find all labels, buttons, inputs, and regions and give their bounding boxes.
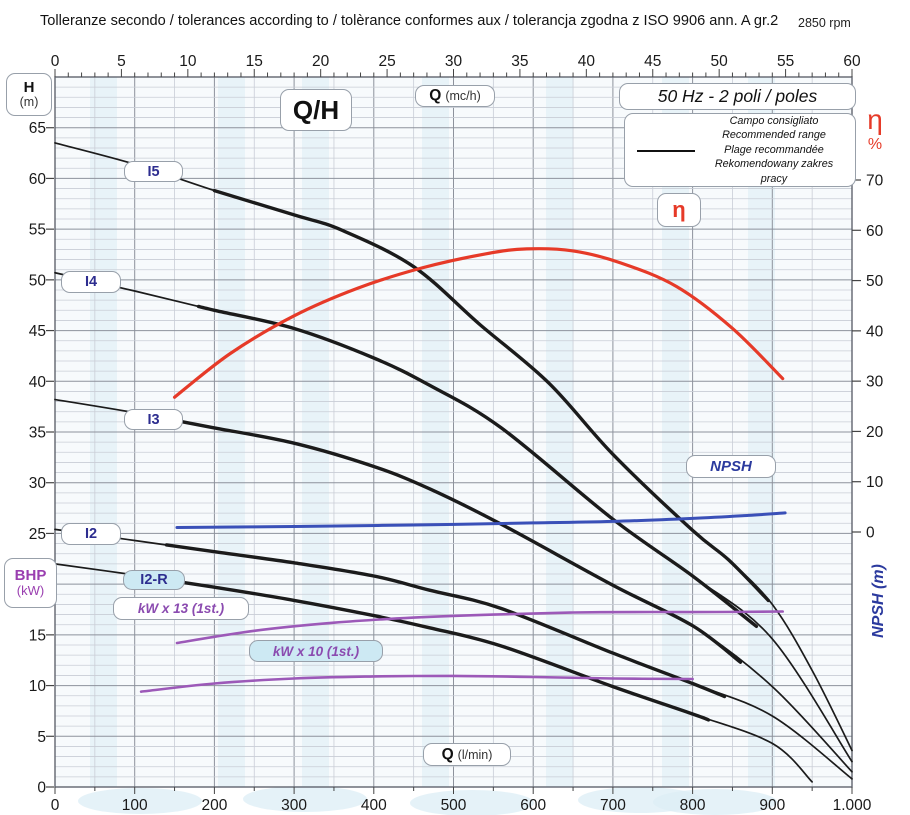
tick-label: 300 [281,797,307,814]
frequency-poles-box: 50 Hz - 2 poli / poles [619,83,856,110]
tick-label: 15 [29,627,46,644]
h-axis-unit: (m) [19,94,39,109]
tick-label: 0 [866,525,875,542]
q-mch-unit: (mc/h) [445,89,481,103]
tick-label: 60 [29,171,47,188]
tick-label: 15 [246,53,263,70]
tick-label: 50 [29,272,47,289]
curve-i3 [54,398,853,773]
tick-label: 45 [644,53,661,70]
npsh-axis-title: NPSH (m) [870,564,887,638]
axis-labels: 0 5 10 15 20 25 30 35 40 45 50 55 606560555045403530… [29,53,884,814]
tick-label: 600 [520,797,546,814]
curve-label-i3: I3 [124,409,183,430]
curve-i2 [54,528,853,780]
curve-label-i2: I2 [61,523,121,545]
curve-kw-x-13-1st- [175,610,784,645]
tick-label: 35 [511,53,528,70]
tick-label: 60 [866,223,884,240]
tick-label: 20 [312,53,330,70]
tick-label: 5 [117,53,126,70]
q-lmin-unit: (l/min) [457,747,493,762]
tick-label: 0 [37,780,46,797]
tick-label: 400 [361,797,387,814]
tick-label: 200 [201,797,227,814]
tick-label: 20 [866,424,884,441]
tick-label: 60 [843,53,861,70]
tick-label: 25 [378,53,395,70]
tick-label: 40 [866,323,884,340]
curves [54,142,853,783]
h-axis-symbol: H [23,79,35,97]
legend-texts: Campo consigliato Recommended range Plag… [703,114,845,186]
curve-i2-r [54,563,813,783]
tick-label: 30 [445,53,463,70]
tick-label: 40 [29,374,47,391]
legend-line-sample [637,150,695,152]
legend-line-pl: Rekomendowany zakres pracy [714,158,834,185]
h-axis-title-box: H (m) [6,73,52,116]
tick-label: 30 [866,374,884,391]
bhp-unit: (kW) [16,583,45,599]
tick-label: 55 [29,222,46,239]
tick-label: 900 [759,797,785,814]
eta-axis-symbol: η [867,104,883,135]
tick-label: 50 [866,273,884,290]
tick-label: 30 [29,475,47,492]
tick-label: 500 [441,797,467,814]
tick-label: 5 [37,729,46,746]
curve-kw-x-10-1st- [139,674,694,693]
rpm-label: 2850 rpm [798,16,851,30]
curve-label-kw10: kW x 10 (1st.) [249,640,383,662]
npsh-curve-label: NPSH [686,455,776,478]
curve-label-i5: I5 [124,161,183,182]
tick-label: 10 [29,678,47,695]
tick-label: 800 [680,797,706,814]
tick-label: 40 [578,53,596,70]
curve-label-i4: I4 [61,271,121,293]
eta-axis-title: η % [858,106,892,153]
legend-line-it: Campo consigliato [729,114,819,127]
curve-npsh [175,511,787,529]
bhp-symbol: BHP [14,566,47,584]
tick-label: 0 [51,53,60,70]
eta-axis-percent: % [867,136,883,153]
curve-i4 [54,271,853,763]
curve-i5 [54,142,853,752]
tick-label: 55 [777,53,794,70]
tick-label: 45 [29,323,46,340]
qh-title-box: Q/H [280,89,352,131]
tick-label: 25 [29,526,46,543]
curve-label-kw13: kW x 13 (1st.) [113,597,249,620]
tick-label: 50 [711,53,729,70]
bhp-axis-title-box: BHP (kW) [4,558,57,608]
curve-label-i2r: I2-R [123,570,185,590]
q-mch-symbol: Q [429,87,442,104]
tick-label: 35 [29,425,46,442]
q-lmin-axis-box: Q (l/min) [423,743,511,766]
tick-label: 70 [866,173,884,190]
tick-label: 10 [179,53,197,70]
tick-label: 700 [600,797,626,814]
tick-label: 100 [122,797,148,814]
curve-- [172,247,785,399]
tick-label: 1.000 [833,797,872,814]
eta-curve-label: η [657,193,701,227]
tick-label: 65 [29,120,46,137]
legend-line-fr: Plage recommandée [724,143,824,156]
recommended-range-legend: Campo consigliato Recommended range Plag… [624,113,856,187]
tolerance-standard-title: Tolleranze secondo / tolerances accordin… [40,13,779,29]
tick-label: 10 [866,474,884,491]
q-lmin-symbol: Q [441,745,454,763]
axis-ticks [46,69,861,794]
tick-label: 0 [51,797,60,814]
q-mch-axis-box: Q (mc/h) [415,85,495,107]
legend-line-en: Recommended range [722,129,826,142]
